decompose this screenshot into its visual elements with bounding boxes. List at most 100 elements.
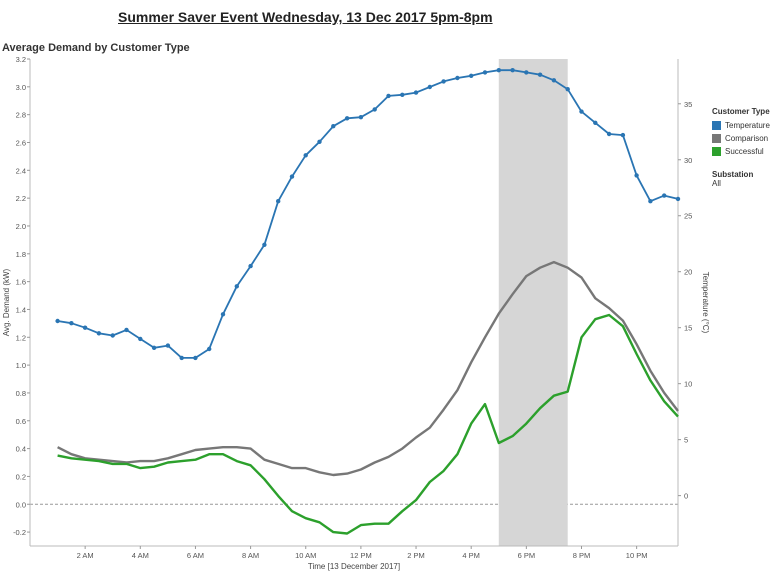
y2-tick-label: 25	[684, 212, 692, 221]
data-point-temperature	[400, 92, 405, 98]
y2-tick-label: 10	[684, 380, 692, 389]
y-tick-label: 1.2	[16, 333, 26, 342]
y2-tick-label: 20	[684, 268, 692, 277]
y-tick-label: 3.0	[16, 83, 26, 92]
data-point-temperature	[193, 355, 198, 361]
data-point-temperature	[151, 345, 157, 350]
data-point-temperature	[165, 343, 171, 348]
data-point-temperature	[344, 116, 350, 121]
x-tick-label: 12 PM	[350, 551, 372, 560]
data-point-temperature	[634, 173, 639, 178]
data-point-temperature	[551, 78, 557, 83]
filter-value: All	[712, 179, 721, 188]
data-point-temperature	[455, 75, 460, 81]
legend-item-comparison[interactable]: Comparison	[712, 132, 770, 145]
legend-item-successful[interactable]: Successful	[712, 145, 770, 158]
data-point-temperature	[248, 263, 253, 269]
data-point-temperature	[207, 346, 212, 352]
y-tick-label: 1.0	[16, 361, 26, 370]
legend-label: Comparison	[725, 134, 769, 143]
y-tick-label: 2.2	[16, 194, 26, 203]
legend-swatch	[712, 134, 721, 143]
data-point-temperature	[55, 318, 60, 324]
data-point-temperature	[69, 321, 74, 326]
data-point-temperature	[496, 68, 501, 73]
data-point-temperature	[648, 199, 653, 204]
x-tick-label: 4 PM	[462, 551, 480, 560]
legend-swatch	[712, 147, 721, 156]
data-point-temperature	[662, 193, 667, 198]
y-tick-label: 3.2	[16, 55, 26, 64]
data-point-temperature	[620, 132, 626, 138]
y-tick-label: 2.0	[16, 222, 26, 231]
x-tick-label: 2 AM	[77, 551, 94, 560]
y2-tick-label: 30	[684, 156, 692, 165]
data-point-temperature	[317, 139, 322, 144]
y-tick-label: -0.2	[13, 528, 26, 537]
chart-series	[55, 68, 681, 535]
series-line-successful	[57, 313, 679, 535]
page-title: Summer Saver Event Wednesday, 13 Dec 201…	[118, 9, 493, 25]
data-point-temperature	[565, 87, 570, 92]
legend-label: Temperature	[725, 121, 770, 130]
chart-subtitle: Average Demand by Customer Type	[2, 42, 190, 54]
y2-tick-label: 35	[684, 100, 692, 109]
data-point-temperature	[220, 312, 226, 317]
x-tick-label: 8 AM	[242, 551, 259, 560]
data-point-temperature	[358, 115, 364, 120]
data-point-temperature	[469, 73, 474, 79]
x-axis-label: Time [13 December 2017]	[308, 562, 400, 571]
series-line-temperature	[57, 69, 679, 359]
y-tick-label: 1.8	[16, 250, 26, 259]
substation-filter[interactable]: Substation All	[712, 170, 770, 188]
data-point-temperature	[138, 336, 143, 342]
x-tick-label: 10 AM	[295, 551, 316, 560]
data-point-temperature	[593, 120, 598, 126]
x-tick-label: 6 AM	[187, 551, 204, 560]
y2-tick-label: 0	[684, 492, 688, 501]
legend: Customer Type Temperature Comparison Suc…	[712, 107, 770, 188]
event-window-shading	[498, 59, 568, 546]
data-point-temperature	[110, 333, 115, 338]
x-tick-label: 10 PM	[626, 551, 648, 560]
data-point-temperature	[675, 196, 681, 202]
data-point-temperature	[303, 153, 308, 158]
legend-title: Customer Type	[712, 107, 770, 116]
y-tick-label: 1.4	[16, 305, 26, 314]
filter-title: Substation	[712, 170, 754, 179]
y-tick-label: 2.6	[16, 138, 26, 147]
data-point-temperature	[96, 331, 102, 336]
y-tick-label: 0.6	[16, 417, 26, 426]
data-point-temperature	[510, 68, 515, 73]
y-tick-label: 2.4	[16, 166, 26, 175]
data-point-temperature	[441, 79, 446, 84]
legend-label: Successful	[725, 147, 764, 156]
legend-item-temperature[interactable]: Temperature	[712, 119, 770, 132]
y-tick-label: 0.2	[16, 472, 26, 481]
chart-axes: -0.2 0.0 0.2 0.4 0.6 0.8 1.0 1.2 1.4 1.6 1.8 2.0 2.2…	[13, 55, 692, 560]
y-tick-label: 1.6	[16, 278, 26, 287]
x-tick-label: 2 PM	[407, 551, 425, 560]
data-point-temperature	[524, 70, 529, 75]
y-axis-label: Avg. Demand (kW)	[2, 268, 11, 336]
x-tick-label: 6 PM	[518, 551, 536, 560]
y-tick-label: 0.8	[16, 389, 26, 398]
data-point-temperature	[537, 72, 543, 77]
data-point-temperature	[482, 70, 488, 75]
data-point-temperature	[82, 325, 88, 330]
y-tick-label: 0.4	[16, 445, 26, 454]
x-tick-label: 8 PM	[573, 551, 591, 560]
series-line-comparison	[57, 260, 679, 477]
data-point-temperature	[124, 327, 129, 333]
data-point-temperature	[386, 93, 391, 99]
legend-swatch	[712, 121, 721, 130]
data-point-temperature	[413, 90, 419, 95]
data-point-temperature	[331, 124, 336, 129]
data-point-temperature	[179, 355, 184, 361]
y2-axis-label: Temperature (°C)	[701, 272, 710, 334]
data-point-temperature	[262, 242, 267, 247]
x-tick-label: 4 AM	[132, 551, 149, 560]
y-tick-label: 0.0	[16, 500, 26, 509]
data-point-temperature	[606, 131, 612, 137]
y2-tick-label: 5	[684, 436, 688, 445]
